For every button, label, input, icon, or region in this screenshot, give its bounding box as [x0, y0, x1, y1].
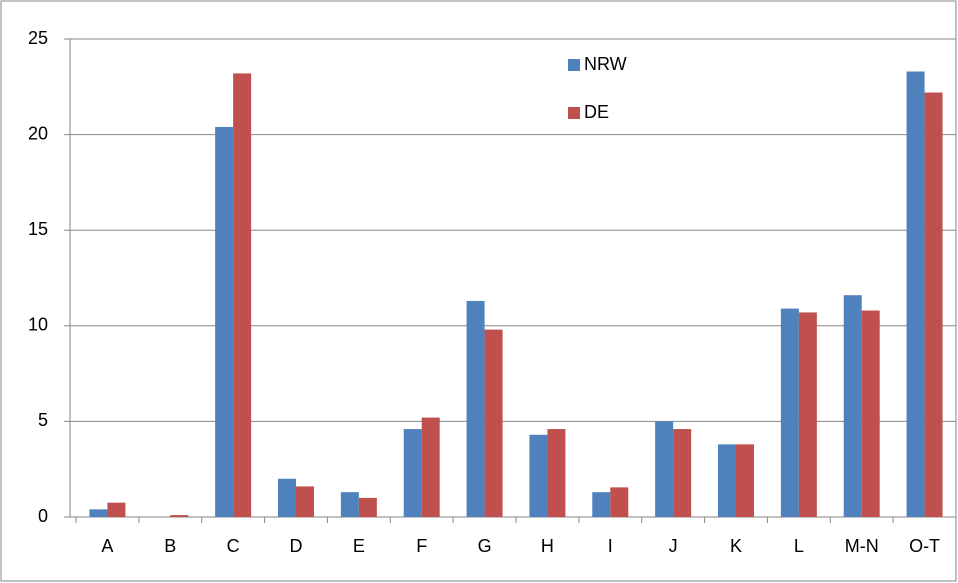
- y-tick-label: 15: [28, 219, 48, 239]
- bar: [296, 486, 314, 517]
- x-tick-label: I: [608, 536, 613, 556]
- bar: [736, 444, 754, 517]
- y-tick-label: 25: [28, 28, 48, 48]
- bar: [718, 444, 736, 517]
- legend-swatch: [568, 107, 580, 119]
- bar: [655, 421, 674, 517]
- x-tick-label: L: [794, 536, 804, 556]
- bar: [780, 308, 799, 517]
- bar: [170, 515, 189, 517]
- bar: [340, 492, 359, 517]
- y-tick-label: 0: [38, 506, 48, 526]
- x-tick-label: M-N: [845, 536, 879, 556]
- y-tick-label: 5: [38, 410, 48, 430]
- x-tick-label: O-T: [909, 536, 940, 556]
- legend-swatch: [568, 59, 580, 71]
- bar: [798, 312, 817, 517]
- y-tick-label: 20: [28, 123, 48, 143]
- bar: [592, 492, 611, 517]
- y-tick-label: 10: [28, 315, 48, 335]
- bar: [403, 429, 422, 517]
- bar: [89, 509, 108, 517]
- legend-label: DE: [584, 102, 609, 122]
- bar: [278, 478, 296, 517]
- bar: [861, 310, 880, 517]
- legend-label: NRW: [584, 54, 627, 74]
- x-tick-label: H: [541, 536, 554, 556]
- bar: [466, 300, 485, 517]
- x-tick-label: C: [227, 536, 240, 556]
- x-tick-label: E: [353, 536, 365, 556]
- x-tick-label: K: [730, 536, 742, 556]
- x-tick-label: D: [290, 536, 303, 556]
- x-tick-label: G: [478, 536, 492, 556]
- bar: [107, 502, 126, 517]
- bar: [233, 73, 252, 517]
- bar: [421, 417, 440, 517]
- x-tick-label: B: [164, 536, 176, 556]
- bar: [673, 429, 692, 517]
- bar: [529, 434, 548, 517]
- x-tick-label: J: [669, 536, 678, 556]
- x-tick-label: F: [416, 536, 427, 556]
- bar: [484, 329, 503, 517]
- bar: [358, 497, 377, 517]
- bar: [547, 429, 566, 517]
- bar: [215, 126, 234, 518]
- bar: [610, 487, 629, 517]
- bar: [906, 71, 925, 517]
- bar: [843, 295, 862, 517]
- bar: [924, 92, 943, 517]
- x-tick-label: A: [101, 536, 113, 556]
